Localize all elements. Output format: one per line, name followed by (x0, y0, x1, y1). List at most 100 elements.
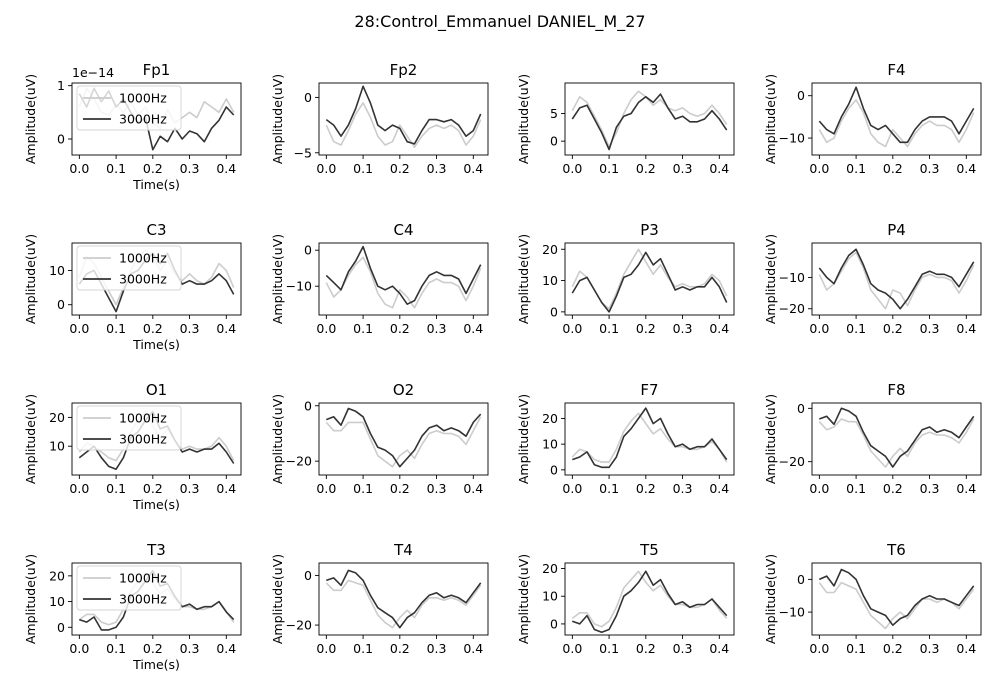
x-tick-label: 0.0 (809, 321, 829, 336)
subplot-fp2: Fp2 0.0 0.1 0.2 0.3 0.4 −5 0 Amplitude(uV) (270, 61, 489, 176)
x-tick-label: 0.3 (427, 321, 447, 336)
subplot-grid: Fp1 0.0 0.1 0.2 0.3 0.4 0 1 1e−14 Amplitude(uV) Ti… (23, 61, 982, 672)
legend: 1000Hz 3000Hz (76, 85, 182, 131)
series-line-1000hz (325, 579, 482, 629)
x-tick-label: 0.3 (673, 641, 693, 656)
x-tick-label: 0.2 (143, 641, 163, 656)
y-tick-label: 10 (49, 439, 65, 454)
legend-label: 3000Hz (119, 272, 167, 287)
x-tick-label: 0.2 (883, 641, 903, 656)
x-tick-label: 0.3 (920, 161, 940, 176)
subplot-f8: F8 0.0 0.1 0.2 0.3 0.4 −20 0 Amplitude(uV) (763, 381, 982, 496)
y-axis-label: Amplitude(uV) (516, 394, 531, 484)
series-line-1000hz (818, 99, 975, 148)
series-line-3000hz (326, 407, 482, 468)
subplot-p3: P3 0.0 0.1 0.2 0.3 0.4 0 10 20 Amplitude(uV) (516, 221, 735, 336)
x-tick-label: 0.2 (636, 161, 656, 176)
y-axis-label: Amplitude(uV) (270, 234, 285, 324)
x-tick-label: 0.3 (673, 161, 693, 176)
series-line-1000hz (571, 412, 728, 463)
subplot-t4: T4 0.0 0.1 0.2 0.3 0.4 −20 0 Amplitude(uV) (270, 541, 489, 656)
x-tick-label: 0.4 (956, 481, 976, 496)
panel-title: Fp1 (143, 61, 171, 79)
subplot-t3: T3 0.0 0.1 0.2 0.3 0.4 0 10 20 Amplitude(uV) Time(… (23, 541, 242, 672)
x-tick-label: 0.0 (316, 161, 336, 176)
x-tick-label: 0.1 (106, 641, 126, 656)
subplot-o2: O2 0.0 0.1 0.2 0.3 0.4 −20 0 Amplitude(uV) (270, 381, 489, 496)
subplot-f7: F7 0.0 0.1 0.2 0.3 0.4 0 10 20 Amplitude(uV) (516, 381, 735, 496)
y-axis-label: Amplitude(uV) (270, 394, 285, 484)
axes-frame (318, 242, 489, 316)
y-tick-label: 0 (550, 304, 558, 319)
series-line-1000hz (325, 102, 482, 148)
y-tick-label: 20 (49, 410, 65, 425)
x-tick-label: 0.0 (316, 321, 336, 336)
x-tick-label: 0.1 (599, 641, 619, 656)
series-line-3000hz (818, 86, 975, 144)
x-tick-label: 0.2 (636, 641, 656, 656)
x-tick-label: 0.4 (709, 641, 729, 656)
x-axis-label: Time(s) (132, 497, 180, 512)
x-tick-label: 0.1 (846, 481, 866, 496)
y-tick-label: 10 (542, 273, 558, 288)
legend: 1000Hz 3000Hz (76, 245, 182, 291)
x-tick-label: 0.3 (180, 161, 200, 176)
axes-frame (71, 242, 242, 316)
x-tick-label: 0.0 (562, 481, 582, 496)
y-tick-label: 5 (550, 106, 558, 121)
series-line-3000hz (571, 251, 728, 313)
y-tick-label: 0 (550, 462, 558, 477)
series-line-3000hz (572, 570, 728, 634)
x-axis-label: Time(s) (132, 657, 180, 672)
series-line-3000hz (571, 93, 728, 151)
y-tick-label: 10 (49, 263, 65, 278)
x-tick-label: 0.1 (106, 481, 126, 496)
panel-title: F4 (887, 61, 905, 79)
y-tick-label: 20 (49, 568, 65, 583)
x-tick-label: 0.1 (106, 161, 126, 176)
y-tick-label: −10 (779, 605, 805, 620)
y-tick-label: 10 (542, 589, 558, 604)
y-tick-label: 0 (304, 568, 312, 583)
panel-title: F8 (887, 381, 905, 399)
y-tick-label: 0 (550, 616, 558, 631)
x-tick-label: 0.2 (636, 321, 656, 336)
x-tick-label: 0.3 (180, 321, 200, 336)
legend-label: 1000Hz (119, 571, 167, 586)
x-tick-label: 0.4 (956, 161, 976, 176)
x-tick-label: 0.2 (883, 481, 903, 496)
panel-title: Fp2 (390, 61, 418, 79)
y-tick-label: 20 (542, 242, 558, 257)
figure-title: 28:Control_Emmanuel DANIEL_M_27 (354, 12, 645, 32)
series-line-3000hz (326, 569, 482, 629)
x-tick-label: 0.4 (463, 321, 483, 336)
panel-title: P4 (887, 221, 906, 239)
y-axis-label: Amplitude(uV) (23, 74, 38, 164)
axes-frame (811, 402, 982, 476)
x-tick-label: 0.2 (390, 321, 410, 336)
panel-title: P3 (640, 221, 659, 239)
series-line-3000hz (818, 248, 975, 310)
y-axis-label: Amplitude(uV) (516, 234, 531, 324)
series-line-3000hz (572, 407, 728, 469)
x-tick-label: 0.4 (463, 161, 483, 176)
x-tick-label: 0.4 (216, 481, 236, 496)
x-tick-label: 0.2 (883, 161, 903, 176)
series-line-1000hz (325, 416, 482, 468)
x-tick-label: 0.1 (599, 321, 619, 336)
x-tick-label: 0.0 (316, 481, 336, 496)
series-line-3000hz (819, 407, 975, 468)
legend-label: 1000Hz (119, 91, 167, 106)
y-axis-label: Amplitude(uV) (763, 234, 778, 324)
series-line-3000hz (325, 85, 482, 145)
panel-title: T5 (639, 541, 659, 559)
x-tick-label: 0.2 (143, 321, 163, 336)
x-tick-label: 0.0 (69, 481, 89, 496)
y-tick-label: 20 (542, 561, 558, 576)
legend: 1000Hz 3000Hz (76, 565, 182, 611)
x-tick-label: 0.2 (390, 161, 410, 176)
y-axis-label: Amplitude(uV) (23, 394, 38, 484)
subplot-fp1: Fp1 0.0 0.1 0.2 0.3 0.4 0 1 1e−14 Amplitude(uV) Ti… (23, 61, 242, 192)
